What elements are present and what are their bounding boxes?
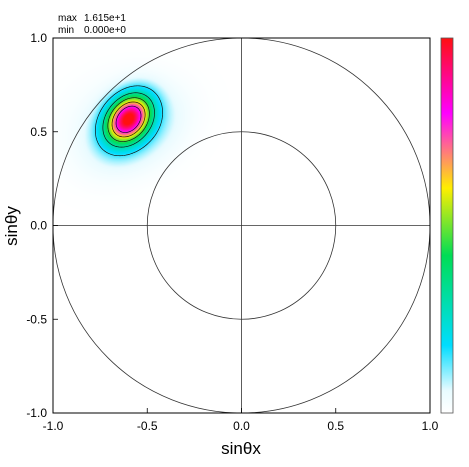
y-tick-label: -1.0 xyxy=(26,406,47,420)
x-tick-label: 0.5 xyxy=(327,419,344,433)
max-value: 1.615e+1 xyxy=(84,13,126,24)
colorbar xyxy=(440,37,454,414)
x-tick-label: -0.5 xyxy=(137,419,158,433)
y-tick-label: 0.0 xyxy=(30,219,47,233)
contour-level-5 xyxy=(115,105,142,133)
contour-lines xyxy=(94,85,163,157)
max-label: max xyxy=(58,13,77,24)
x-axis-label: sinθx xyxy=(221,439,261,458)
contour-level-1 xyxy=(94,85,163,157)
x-tick-label: -1.0 xyxy=(43,419,64,433)
y-tick-label: -0.5 xyxy=(26,312,47,326)
contour-level-3 xyxy=(107,97,150,142)
min-label: min xyxy=(58,25,74,36)
x-axis-ticks: -1.0 -0.5 0.0 0.5 1.0 xyxy=(43,408,439,433)
y-tick-label: 0.5 xyxy=(30,125,47,139)
y-tick-label: 1.0 xyxy=(30,31,47,45)
x-tick-label: 1.0 xyxy=(422,419,439,433)
contour-level-4 xyxy=(111,101,146,138)
contour-level-2 xyxy=(102,92,155,148)
y-axis-ticks: -1.0 -0.5 0.0 0.5 1.0 xyxy=(26,31,58,420)
min-value: 0.000e+0 xyxy=(84,25,126,36)
x-tick-label: 0.0 xyxy=(233,419,250,433)
y-axis-label: sinθy xyxy=(2,206,21,246)
